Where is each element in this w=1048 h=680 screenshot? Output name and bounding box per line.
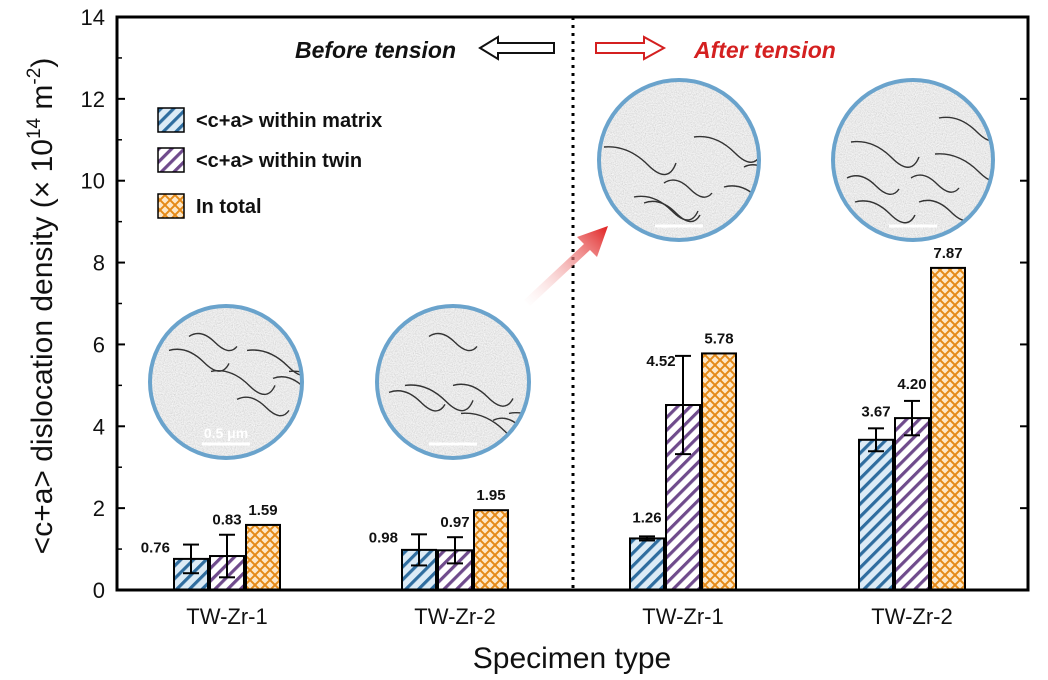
legend-swatch-total (157, 193, 185, 219)
bar-2-0 (245, 523, 281, 592)
dislocation-line (693, 135, 759, 163)
micrograph-texture (599, 80, 759, 240)
bar-2-1 (473, 509, 509, 592)
tension-direction-arrow (524, 226, 608, 306)
dislocation-line (850, 140, 920, 168)
before-arrow-icon (478, 35, 555, 61)
before-tw-zr-2-micrograph (375, 304, 531, 460)
value-label-1-2: 4.52 (646, 353, 675, 370)
y-tick-label: 8 (93, 251, 105, 276)
after-tw-zr-2-micrograph (831, 78, 995, 242)
value-label-2-2: 5.78 (704, 330, 733, 347)
micrograph-ring (148, 304, 304, 460)
dislocation-line (938, 116, 993, 142)
y-tick-label: 14 (81, 5, 105, 30)
value-label-2-0: 1.59 (248, 502, 277, 519)
dislocation-line (168, 348, 230, 372)
dislocation-line (854, 200, 916, 224)
value-label-2-3: 7.87 (933, 245, 962, 262)
x-tick-label: TW-Zr-1 (186, 604, 267, 629)
after-tw-zr-1-micrograph (597, 78, 761, 242)
value-label-0-2: 1.26 (632, 509, 661, 526)
dislocation-line (846, 175, 900, 195)
dislocation-line (643, 200, 701, 223)
value-label-0-0: 0.76 (141, 540, 170, 557)
dislocation-line (272, 376, 302, 398)
dislocation-line (388, 390, 446, 412)
bar-2-2 (701, 352, 737, 591)
bar-0-3 (858, 438, 894, 591)
dislocation-line (188, 332, 238, 352)
dislocation-line (934, 153, 993, 183)
y-axis-title: <c+a> dislocation density (× 1014 m-2) (24, 58, 59, 555)
legend-swatch-matrix (157, 107, 185, 133)
value-label-2-1: 1.95 (476, 487, 505, 504)
dislocation-line (236, 396, 290, 417)
dislocation-line (723, 185, 759, 209)
legend: <c+a> within matrix <c+a> within twin In… (157, 107, 382, 219)
y-tick-label: 12 (81, 87, 105, 112)
x-tick-label: TW-Zr-2 (871, 604, 952, 629)
after-arrow-icon (595, 35, 667, 61)
legend-label-matrix: <c+a> within matrix (196, 110, 382, 132)
dislocation-line (910, 174, 960, 193)
bar-2-3 (930, 266, 966, 591)
y-tick-label: 0 (93, 578, 105, 603)
value-label-0-3: 3.67 (861, 403, 890, 420)
dislocation-line (246, 349, 302, 377)
value-label-0-1: 0.98 (369, 529, 398, 546)
plot-frame (115, 15, 1030, 592)
value-label-1-3: 4.20 (897, 376, 926, 393)
y-tick-label: 2 (93, 496, 105, 521)
x-tick-label: TW-Zr-1 (642, 604, 723, 629)
scale-bar-label: 0.5 μm (204, 425, 248, 441)
micrograph-texture (377, 306, 529, 458)
y-tick-label: 10 (81, 169, 105, 194)
micrograph-ring (375, 304, 531, 460)
dislocation-line (428, 332, 478, 352)
x-axis-title: Specimen type (473, 642, 671, 675)
legend-label-twin: <c+a> within twin (196, 150, 362, 172)
bar-0-2 (629, 537, 665, 591)
dislocation-line (633, 195, 699, 221)
value-label-1-1: 0.97 (440, 514, 469, 531)
micrograph-ring (597, 78, 761, 242)
dislocation-line (743, 164, 759, 184)
value-labels: 0.76 0.98 1.26 3.67 0.83 0.97 4.52 4.20 1.59 1.95… (141, 245, 963, 557)
micrograph-texture (150, 306, 302, 458)
micrograph-texture (833, 80, 993, 240)
dislocation-line (210, 370, 276, 396)
after-tension-title: After tension (693, 37, 836, 63)
bar-1-3 (894, 417, 930, 591)
micrograph-ring (831, 78, 995, 242)
before-tw-zr-1-micrograph: 0.5 μm (148, 304, 304, 460)
dislocation-line (663, 179, 713, 198)
dislocation-line (603, 146, 677, 176)
micrograph-layer: 0.5 μm (148, 78, 995, 460)
y-tick-label: 6 (93, 332, 105, 357)
y-tick-label: 4 (93, 414, 105, 439)
legend-swatch-twin (157, 147, 185, 173)
legend-label-total: In total (196, 196, 262, 218)
before-tension-title: Before tension (295, 37, 456, 63)
dislocation-line (404, 384, 474, 412)
dislocation-line (452, 383, 514, 407)
x-tick-label: TW-Zr-2 (414, 604, 495, 629)
value-label-1-0: 0.83 (212, 512, 241, 529)
